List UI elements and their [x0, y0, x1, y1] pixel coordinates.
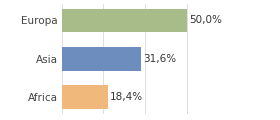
Bar [62, 9, 187, 32]
Text: 18,4%: 18,4% [110, 92, 143, 102]
Bar [62, 85, 108, 109]
Text: 50,0%: 50,0% [190, 15, 222, 25]
Bar [62, 47, 141, 71]
Text: 31,6%: 31,6% [143, 54, 176, 64]
